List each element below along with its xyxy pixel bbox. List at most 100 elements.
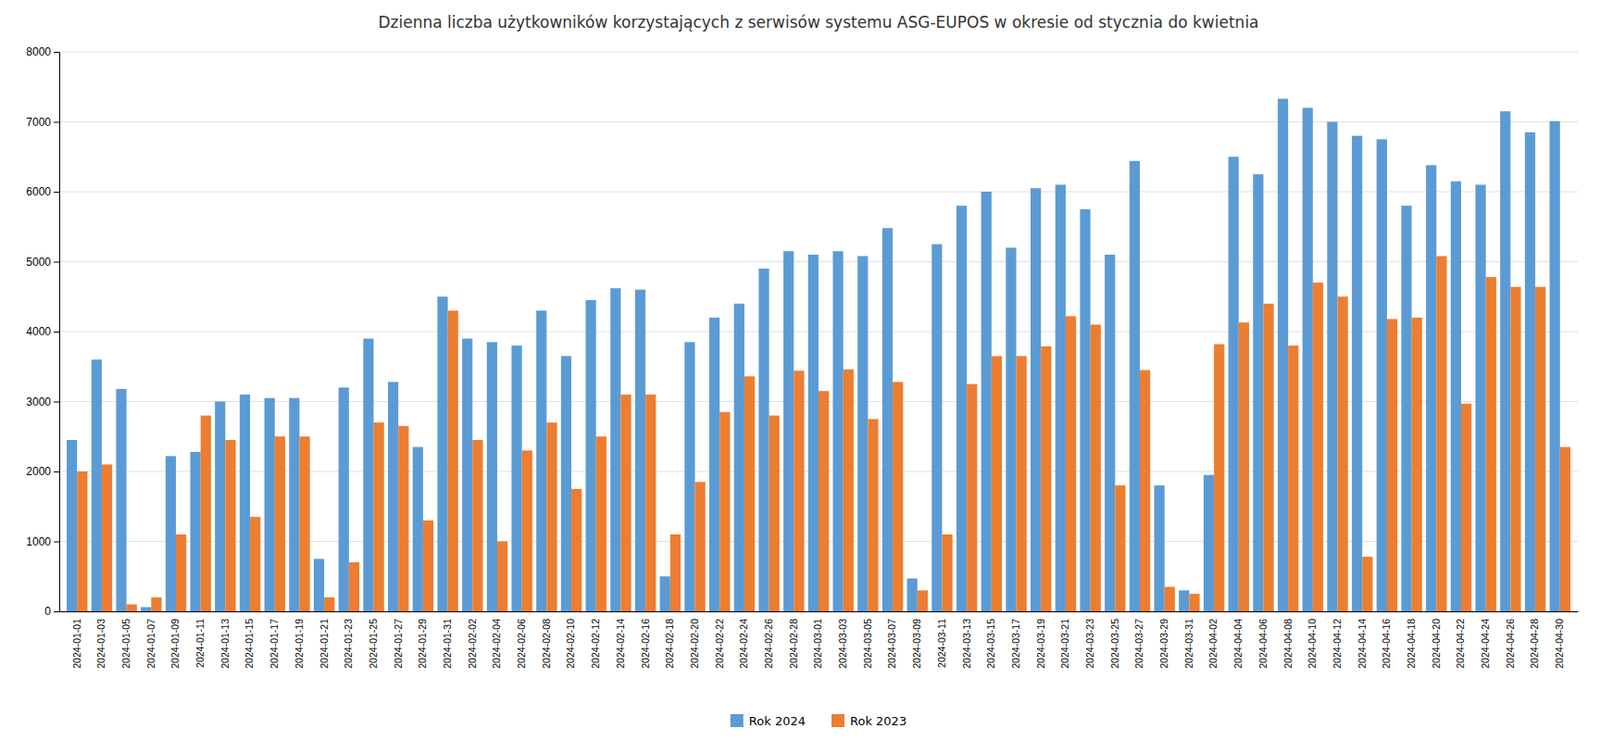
bar — [907, 578, 918, 612]
x-tick-label: 2024-03-19 — [1035, 618, 1047, 669]
bar — [1040, 346, 1051, 612]
y-tick-mark — [53, 611, 60, 613]
chart: 0100020003000400050006000700080002024-01… — [0, 0, 1600, 741]
bar — [1153, 485, 1164, 612]
bar — [1560, 447, 1571, 612]
x-tick-label: 2024-01-25 — [367, 618, 379, 669]
x-tick-label: 2024-03-31 — [1183, 618, 1195, 669]
x-tick-label: 2024-01-29 — [416, 618, 428, 669]
bar — [843, 369, 854, 612]
bar — [709, 317, 720, 612]
y-tick: 0 — [44, 604, 60, 618]
bar — [536, 310, 547, 612]
x-tick: 2024-01-11 — [194, 618, 206, 668]
bar — [1326, 122, 1338, 613]
bar — [423, 520, 434, 612]
bar — [832, 250, 843, 612]
y-tick-label: 4000 — [25, 325, 51, 338]
bar — [1203, 475, 1214, 612]
legend: Rok 2024Rok 2023 — [730, 713, 907, 728]
y-axis: 010002000300040005000600070008000 — [25, 45, 60, 618]
x-tick-label: 2024-01-09 — [169, 618, 181, 669]
x-tick: 2024-01-31 — [441, 618, 453, 669]
x-tick: 2024-02-24 — [737, 618, 750, 669]
x-tick-label: 2024-04-30 — [1553, 618, 1565, 669]
x-tick-label: 2024-02-14 — [614, 618, 626, 669]
x-tick: 2024-03-05 — [862, 618, 874, 669]
bar — [200, 415, 212, 612]
bar — [1436, 255, 1447, 612]
bar — [758, 268, 769, 612]
bar — [76, 471, 88, 612]
bar — [1005, 247, 1016, 612]
legend-label: Rok 2023 — [850, 713, 907, 728]
bar — [264, 398, 275, 612]
grid-line — [59, 191, 1578, 193]
bar — [91, 359, 102, 612]
x-tick: 2024-01-05 — [120, 618, 132, 669]
y-tick-label: 6000 — [25, 185, 51, 199]
bar — [115, 388, 126, 612]
x-tick-label: 2024-04-06 — [1257, 618, 1269, 669]
x-tick-label: 2024-01-23 — [342, 618, 354, 669]
x-tick: 2024-04-24 — [1479, 618, 1491, 669]
bar — [462, 338, 473, 612]
x-tick: 2024-02-22 — [713, 618, 725, 669]
x-tick: 2024-04-14 — [1356, 618, 1368, 669]
y-tick: 8000 — [25, 45, 60, 59]
x-tick: 2024-02-10 — [564, 618, 576, 669]
bar — [1030, 187, 1041, 612]
bar — [670, 534, 681, 612]
bar — [1376, 138, 1388, 612]
x-tick: 2024-02-26 — [762, 618, 775, 669]
x-tick-label: 2024-04-02 — [1207, 618, 1219, 669]
x-tick: 2024-02-14 — [614, 618, 626, 669]
x-tick: 2024-02-20 — [688, 618, 700, 669]
x-tick: 2024-02-04 — [490, 618, 502, 669]
bar — [511, 345, 522, 612]
x-tick-label: 2024-03-15 — [985, 618, 997, 669]
bar — [596, 436, 607, 612]
x-tick-label: 2024-02-28 — [787, 618, 800, 669]
bar — [472, 439, 483, 612]
x-tick: 2024-03-15 — [985, 618, 997, 669]
bar — [165, 455, 176, 612]
bar — [635, 289, 646, 612]
bar — [917, 589, 928, 612]
x-tick: 2024-04-20 — [1430, 618, 1442, 669]
x-tick-label: 2024-02-12 — [589, 618, 601, 669]
bar — [1550, 121, 1561, 612]
bar — [981, 191, 992, 612]
x-tick: 2024-02-18 — [663, 618, 675, 669]
bar — [1412, 317, 1423, 612]
legend-swatch — [831, 713, 845, 727]
bar — [857, 255, 868, 612]
y-tick: 3000 — [25, 395, 60, 409]
bar — [783, 250, 794, 612]
x-tick: 2024-03-31 — [1183, 618, 1195, 669]
bar — [956, 205, 967, 612]
x-tick-label: 2024-03-01 — [812, 618, 824, 669]
bar — [225, 439, 236, 612]
x-tick: 2024-02-28 — [787, 618, 800, 669]
bar — [522, 450, 533, 612]
bar — [941, 534, 952, 612]
bar — [1178, 589, 1189, 612]
x-tick-label: 2024-02-08 — [540, 618, 552, 669]
bar — [487, 341, 498, 612]
y-tick: 5000 — [25, 255, 60, 269]
x-tick: 2024-03-03 — [837, 618, 849, 669]
x-tick-label: 2024-04-16 — [1380, 618, 1392, 669]
x-tick-label: 2024-02-06 — [515, 618, 527, 669]
bar — [1510, 287, 1521, 612]
x-tick: 2024-01-07 — [145, 618, 157, 669]
bar — [437, 296, 448, 612]
grid-line — [59, 51, 1578, 53]
bar — [1287, 345, 1299, 612]
x-tick: 2024-03-09 — [911, 618, 923, 669]
bar — [1425, 164, 1437, 612]
bar — [1277, 99, 1288, 612]
bar — [1475, 184, 1486, 612]
x-tick: 2024-01-09 — [169, 618, 181, 669]
x-tick-label: 2024-03-09 — [911, 618, 923, 669]
